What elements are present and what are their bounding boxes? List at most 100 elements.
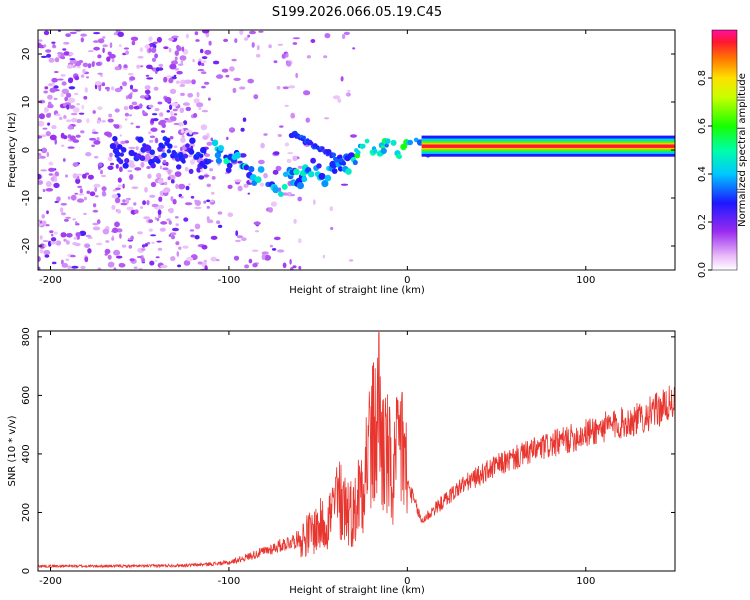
- spectrogram-speckle: [118, 263, 126, 268]
- spectrogram-speckle: [87, 174, 94, 180]
- spectrogram-speckle: [107, 254, 112, 260]
- spectrogram-speckle: [201, 244, 208, 250]
- spectrogram-speckle: [41, 220, 47, 226]
- spectrogram-speckle: [139, 103, 143, 109]
- spectrogram-speckle: [38, 219, 43, 222]
- spectrogram-speckle: [54, 171, 59, 177]
- spectrogram-ridge-blob: [217, 145, 224, 152]
- spectrogram-speckle: [75, 221, 78, 224]
- spectrogram-speckle: [157, 101, 163, 105]
- spectrogram-speckle: [180, 79, 186, 86]
- spectrogram-speckle: [151, 241, 155, 244]
- spectrogram-speckle: [146, 166, 151, 169]
- spectrogram-speckle: [258, 30, 264, 33]
- spectrogram-speckle: [53, 85, 59, 89]
- spectrogram-speckle: [46, 210, 49, 215]
- spectrogram-speckle: [170, 179, 175, 184]
- spectrogram-speckle: [95, 61, 102, 66]
- spectrogram-speckle: [159, 227, 166, 232]
- spectrogram-ridge-blob: [161, 152, 167, 158]
- spectrogram-speckle: [273, 60, 278, 64]
- spectrogram-speckle: [184, 202, 193, 206]
- spectrogram-speckle: [39, 243, 46, 249]
- spectrogram-x-tick-label: 100: [576, 275, 595, 286]
- spectrogram-speckle: [143, 216, 151, 220]
- spectrogram-speckle: [60, 144, 65, 147]
- spectrogram-speckle: [107, 118, 114, 123]
- spectrogram-speckle: [208, 40, 212, 46]
- spectrogram-speckle: [323, 55, 328, 59]
- spectrogram-ridge-blob: [137, 136, 144, 143]
- spectrogram-ridge-blob: [337, 166, 344, 172]
- spectrogram-speckle: [162, 159, 167, 164]
- spectrogram-speckle: [38, 173, 42, 180]
- spectrogram-speckle: [148, 104, 154, 109]
- spectrogram-speckle: [259, 182, 264, 187]
- spectrogram-speckle: [51, 77, 58, 83]
- spectrogram-speckle: [159, 165, 163, 170]
- spectrogram-speckle: [239, 153, 247, 158]
- spectrogram-speckle: [60, 56, 66, 60]
- spectrogram-ridge-blob: [278, 191, 284, 197]
- spectrogram-speckle: [45, 131, 51, 137]
- spectrogram-speckle: [150, 127, 158, 132]
- spectrogram-speckle: [122, 199, 126, 203]
- spectrogram-speckle: [198, 175, 205, 180]
- spectrogram-speckle: [74, 92, 79, 96]
- spectrogram-speckle: [124, 118, 128, 121]
- spectrogram-speckle: [281, 53, 286, 59]
- spectrogram-speckle: [261, 251, 269, 255]
- spectrogram-speckle: [42, 240, 49, 243]
- spectrogram-speckle: [188, 183, 191, 186]
- spectrogram-speckle: [179, 107, 185, 114]
- spectrogram-ridge-blob: [112, 136, 118, 142]
- spectrogram-speckle: [151, 57, 157, 62]
- spectrogram-ridge-blob: [372, 148, 378, 154]
- spectrogram-speckle: [128, 245, 133, 249]
- spectrogram-speckle: [97, 267, 102, 270]
- colorbar-tick-label: 0.4: [697, 166, 708, 182]
- spectrogram-speckle: [40, 169, 48, 172]
- spectrogram-speckle: [161, 123, 166, 128]
- spectrogram-ridge-blob: [166, 149, 172, 154]
- spectrogram-speckle: [60, 92, 65, 98]
- spectrogram-speckle: [156, 36, 162, 43]
- spectrogram-ridge-blob: [257, 166, 265, 173]
- spectrogram-speckle: [221, 68, 229, 73]
- spectrogram-x-tick-label: -100: [218, 275, 241, 286]
- spectrogram-speckle: [226, 136, 229, 140]
- spectrogram-speckle: [69, 58, 76, 61]
- spectrogram-ridge-blob: [380, 147, 387, 154]
- spectrogram-speckle: [82, 173, 87, 179]
- spectrogram-speckle: [123, 47, 130, 50]
- spectrogram-speckle: [253, 221, 261, 226]
- spectrogram-marks: [38, 30, 675, 270]
- spectrogram-speckle: [233, 255, 240, 261]
- spectrogram-speckle: [92, 209, 99, 213]
- spectrogram-speckle: [107, 156, 113, 162]
- spectrogram-speckle: [156, 240, 162, 243]
- spectrogram-speckle: [193, 98, 200, 104]
- spectrogram-speckle: [86, 190, 91, 194]
- spectrogram-speckle: [157, 209, 162, 215]
- spectrogram-speckle: [51, 41, 56, 44]
- spectrogram-speckle: [87, 63, 92, 69]
- spectrogram-speckle: [140, 206, 143, 209]
- spectrogram-speckle: [144, 44, 150, 49]
- spectrogram-speckle: [80, 37, 85, 43]
- spectrogram-speckle: [129, 174, 134, 180]
- spectrogram-speckle: [297, 196, 303, 202]
- spectrogram-ridge-blob: [118, 159, 124, 165]
- spectrogram-y-label: Frequency (Hz): [7, 112, 18, 188]
- spectrogram-speckle: [54, 57, 60, 63]
- spectrogram-speckle: [66, 240, 70, 245]
- spectrogram-speckle: [172, 198, 177, 205]
- spectrogram-ridge-blob: [225, 167, 232, 174]
- spectrogram-speckle: [171, 60, 178, 65]
- spectrogram-y-tick-label: -10: [21, 190, 32, 206]
- spectrogram-speckle: [96, 242, 103, 246]
- spectrogram-speckle: [53, 182, 60, 189]
- spectrogram-speckle: [66, 104, 70, 110]
- spectrogram-speckle: [124, 112, 129, 117]
